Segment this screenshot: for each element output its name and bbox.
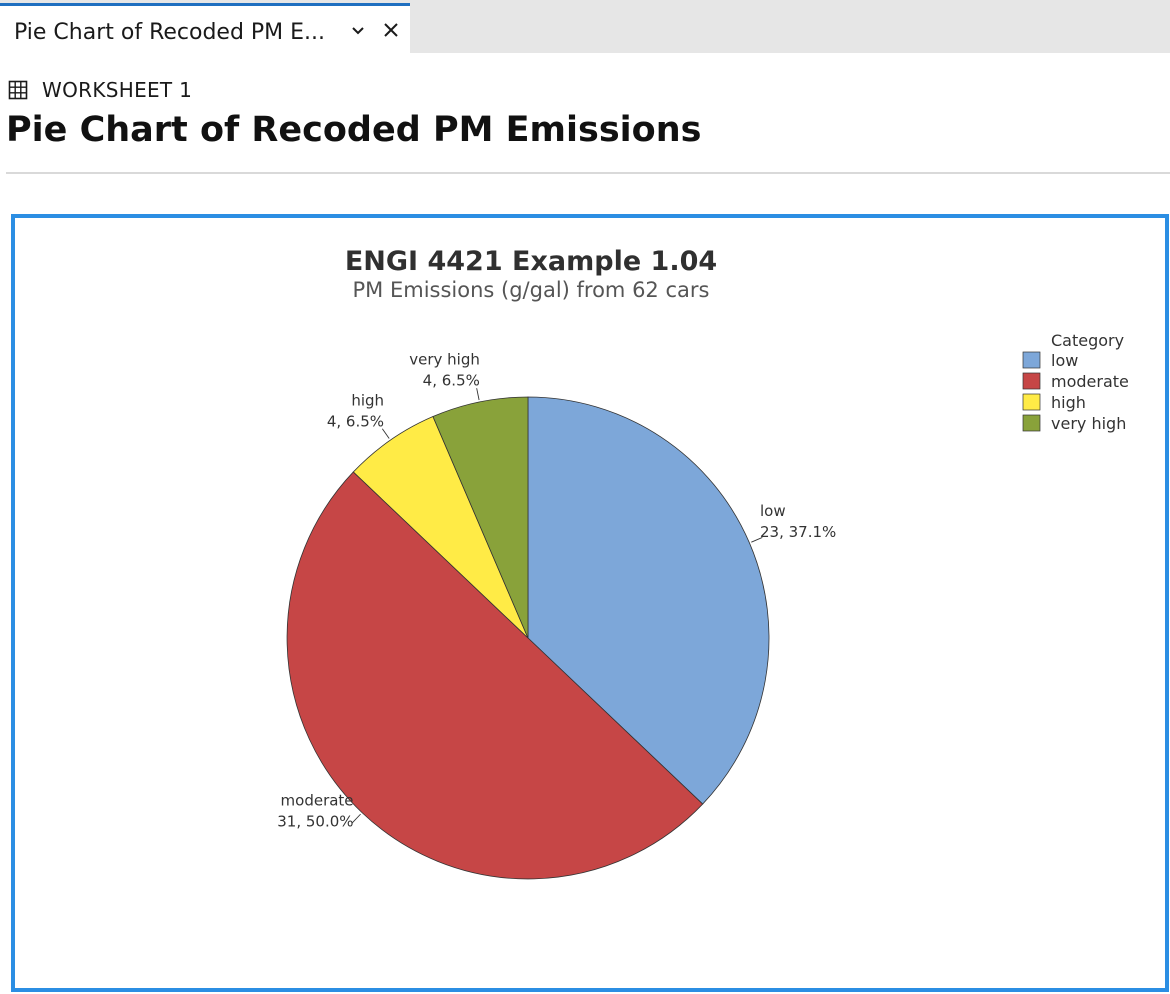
pie-slices <box>286 396 770 880</box>
chart-title: ENGI 4421 Example 1.04 <box>345 246 717 277</box>
slice-label-value-low: 23, 37.1% <box>760 523 836 541</box>
slice-label-value-high: 4, 6.5% <box>327 412 384 430</box>
pie-slice-very-high[interactable] <box>432 396 529 639</box>
close-icon[interactable] <box>379 18 403 42</box>
slice-label-value-moderate: 31, 50.0% <box>277 813 353 831</box>
pie-chart: ENGI 4421 Example 1.04 PM Emissions (g/g… <box>277 246 1129 880</box>
table-grid-icon <box>8 80 28 100</box>
leader-line-high <box>381 428 390 439</box>
leader-line-very-high <box>476 388 480 401</box>
legend-label-moderate: moderate <box>1051 372 1129 391</box>
tab-title: Pie Chart of Recoded PM E... <box>14 20 326 45</box>
pie-slice-moderate[interactable] <box>286 471 704 880</box>
legend-swatch-low <box>1022 351 1041 369</box>
divider <box>6 172 1170 174</box>
legend-label-high: high <box>1051 393 1086 412</box>
legend-label-low: low <box>1051 351 1078 370</box>
legend-title: Category <box>1051 331 1124 350</box>
legend-swatch-high <box>1022 393 1041 411</box>
worksheet-label: WORKSHEET 1 <box>42 78 193 102</box>
slice-label-value-very-high: 4, 6.5% <box>423 371 480 389</box>
slice-labels: low 23, 37.1% moderate 31, 50.0% high 4, 6.5%… <box>277 350 836 830</box>
tab-bar: Pie Chart of Recoded PM E... <box>0 0 1170 53</box>
chevron-down-icon[interactable] <box>346 18 370 42</box>
legend-swatch-very-high <box>1022 414 1041 432</box>
graph-frame[interactable]: ENGI 4421 Example 1.04 PM Emissions (g/g… <box>11 214 1169 992</box>
chart-subtitle: PM Emissions (g/gal) from 62 cars <box>353 278 710 302</box>
slice-label-name-high: high <box>351 391 384 409</box>
slice-label-name-moderate: moderate <box>281 792 354 810</box>
legend-swatch-moderate <box>1022 372 1041 390</box>
slice-label-name-very-high: very high <box>409 350 480 368</box>
legend: Category low moderate high very high <box>1022 331 1129 433</box>
slice-label-name-low: low <box>760 502 786 520</box>
leader-line-low <box>751 537 763 543</box>
worksheet-breadcrumb: WORKSHEET 1 <box>8 76 192 104</box>
tab-pie-chart[interactable]: Pie Chart of Recoded PM E... <box>0 3 410 53</box>
legend-label-very-high: very high <box>1051 414 1126 433</box>
page-title: Pie Chart of Recoded PM Emissions <box>6 110 702 150</box>
pie-slice-low[interactable] <box>527 396 770 805</box>
leader-line-moderate <box>351 813 361 824</box>
